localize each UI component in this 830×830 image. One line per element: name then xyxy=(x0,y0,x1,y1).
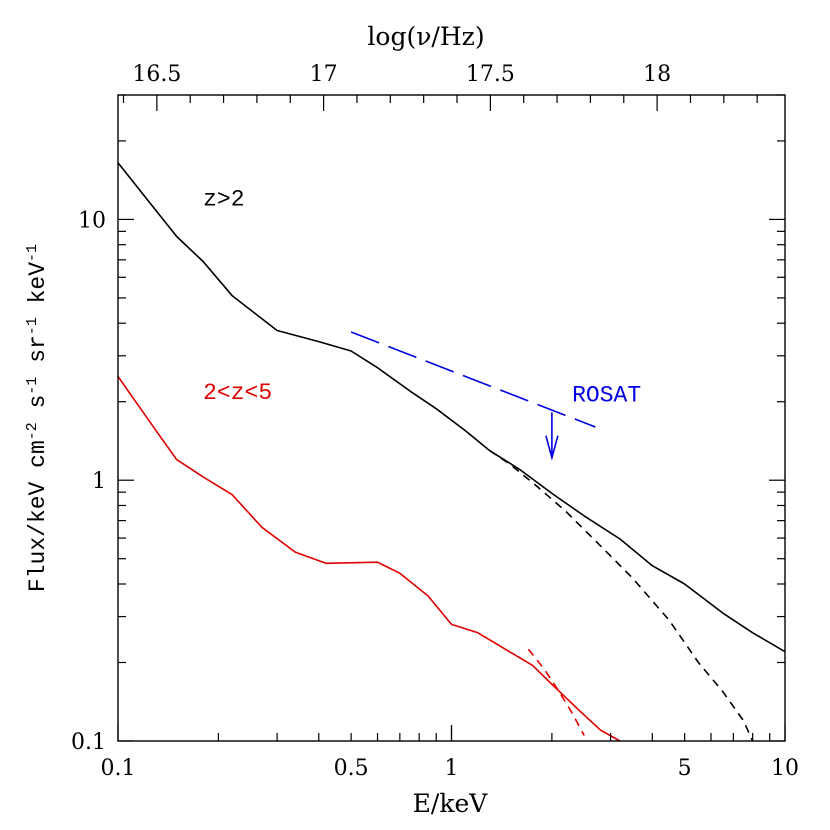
x-axis-title: E/keV xyxy=(413,789,489,818)
series-line-2 xyxy=(117,375,621,742)
annotation-label: ROSAT xyxy=(572,383,641,409)
annotation-label: 2<z<5 xyxy=(203,380,272,406)
x-tick-label: 5 xyxy=(678,756,692,781)
x-tick-label: 1 xyxy=(445,756,459,781)
x-tick-label: 0.5 xyxy=(334,756,369,781)
top-tick-label: 17.5 xyxy=(466,62,515,87)
y-tick-label: 1 xyxy=(92,469,106,494)
series-line-3 xyxy=(527,648,585,736)
top-tick-label: 17 xyxy=(310,62,338,87)
y-tick-label: 10 xyxy=(78,208,106,233)
annotation-label: z>2 xyxy=(203,187,244,213)
series-line-0 xyxy=(117,162,786,653)
plot-frame xyxy=(117,94,786,742)
upper-limit-arrow-head xyxy=(545,435,559,461)
annotations: z>2 2<z<5 ROSAT xyxy=(203,187,641,461)
tick-labels: 0.1 0.5 1 5 10 0.1 1 10 16.5 17 17.5 18 xyxy=(71,62,799,781)
x-tick-label: 10 xyxy=(771,756,799,781)
series-line-4 xyxy=(350,331,596,428)
top-axis-title: log(ν/Hz) xyxy=(367,22,484,51)
axis-ticks xyxy=(117,94,786,742)
top-tick-label: 18 xyxy=(643,62,671,87)
y-tick-label: 0.1 xyxy=(71,730,106,755)
series-line-1 xyxy=(489,449,754,742)
top-tick-label: 16.5 xyxy=(132,62,181,87)
plot-lines xyxy=(117,162,786,742)
y-axis-title: Flux/keV cm-2 s-1 sr-1 keV-1 xyxy=(24,244,52,592)
x-tick-label: 0.1 xyxy=(101,756,136,781)
